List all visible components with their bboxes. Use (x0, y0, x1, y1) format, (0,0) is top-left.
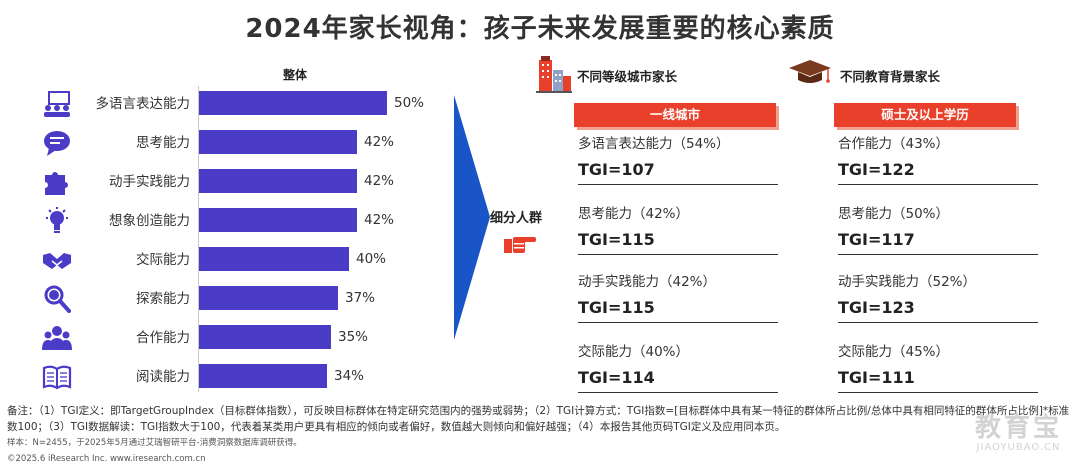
bar-row: 阅读能力 34% (0, 362, 440, 392)
tgi-item: 交际能力（45%） TGI=111 (838, 342, 1038, 393)
tgi-value: TGI=115 (578, 298, 655, 317)
bar-row: 合作能力 35% (0, 323, 440, 353)
value-label: 50% (394, 95, 425, 111)
handshake-icon (42, 245, 72, 275)
tgi-item-label: 思考能力（50%） (838, 206, 950, 222)
tgi-item-label: 交际能力（40%） (578, 344, 690, 360)
divider (578, 322, 778, 323)
divider (578, 254, 778, 255)
bar (199, 91, 387, 115)
edu-panel-heading: 不同教育背景家长 (840, 69, 941, 84)
tgi-item-label: 思考能力（42%） (578, 206, 690, 222)
tgi-item-label: 合作能力（43%） (838, 136, 950, 152)
city-tag: 一线城市 (574, 103, 776, 127)
tgi-item: 合作能力（43%） TGI=122 (838, 134, 1038, 185)
tgi-value: TGI=122 (838, 160, 915, 179)
sample-note: 样本：N=2455，于2025年5月通过艾瑞智研平台-消费洞察数据库调研获得。 (7, 438, 302, 448)
category-label: 合作能力 (136, 330, 190, 346)
divider (578, 184, 778, 185)
bar-row: 思考能力 42% (0, 128, 440, 158)
watermark-sub: JIAOYUBAO.CN (976, 442, 1061, 453)
watermark-main: 教育宝 (974, 413, 1062, 443)
bar-row: 想象创造能力 42% (0, 206, 440, 236)
chart-title: 整体 (283, 68, 308, 82)
copyright: ©2025.6 iResearch Inc. www.iresearch.com… (7, 454, 206, 464)
bar-row: 动手实践能力 42% (0, 167, 440, 197)
tgi-value: TGI=114 (578, 368, 655, 387)
graduation-cap-icon (789, 60, 831, 83)
page-title: 2024年家长视角：孩子未来发展重要的核心素质 (245, 14, 835, 44)
team-icon (42, 323, 72, 353)
category-label: 想象创造能力 (109, 213, 190, 229)
bar (199, 286, 338, 310)
speech-bubble-icon (42, 128, 72, 158)
tgi-item: 动手实践能力（52%） TGI=123 (838, 272, 1038, 323)
tgi-item: 动手实践能力（42%） TGI=115 (578, 272, 778, 323)
pointing-hand-icon (504, 237, 536, 253)
divider (838, 322, 1038, 323)
category-label: 思考能力 (136, 135, 190, 151)
bar-row: 交际能力 40% (0, 245, 440, 275)
bar (199, 247, 349, 271)
value-label: 37% (345, 290, 376, 306)
tgi-item-label: 动手实践能力（42%） (578, 274, 717, 290)
tgi-value: TGI=107 (578, 160, 655, 179)
segment-wedge (454, 95, 490, 340)
tgi-item-label: 交际能力（45%） (838, 344, 950, 360)
value-label: 42% (364, 173, 395, 189)
bar-row: 多语言表达能力 50% (0, 89, 440, 119)
value-label: 40% (356, 251, 387, 267)
tgi-item: 思考能力（42%） TGI=115 (578, 204, 778, 255)
bar (199, 325, 331, 349)
category-label: 多语言表达能力 (95, 96, 191, 112)
tgi-item: 思考能力（50%） TGI=117 (838, 204, 1038, 255)
bar (199, 169, 357, 193)
divider (838, 184, 1038, 185)
tgi-item-label: 动手实践能力（52%） (838, 274, 977, 290)
bar (199, 130, 357, 154)
bar (199, 364, 327, 388)
book-icon (42, 362, 72, 392)
tgi-value: TGI=111 (838, 368, 915, 387)
puzzle-icon (42, 167, 72, 197)
category-label: 探索能力 (136, 291, 190, 307)
edu-tag: 硕士及以上学历 (834, 103, 1016, 127)
tgi-item: 多语言表达能力（54%） TGI=107 (578, 134, 778, 185)
value-label: 42% (364, 212, 395, 228)
magnifier-icon (42, 284, 72, 314)
category-label: 动手实践能力 (109, 174, 190, 190)
divider (838, 392, 1038, 393)
tgi-item: 交际能力（40%） TGI=114 (578, 342, 778, 393)
value-label: 35% (338, 329, 369, 345)
tgi-value: TGI=115 (578, 230, 655, 249)
category-label: 阅读能力 (136, 369, 190, 385)
bar (199, 208, 357, 232)
tgi-item-label: 多语言表达能力（54%） (578, 136, 730, 152)
lightbulb-icon (42, 206, 72, 236)
category-label: 交际能力 (136, 252, 190, 268)
chart-axis (198, 86, 199, 392)
divider (838, 254, 1038, 255)
city-panel-heading: 不同等级城市家长 (577, 69, 678, 84)
value-label: 42% (364, 134, 395, 150)
tgi-value: TGI=123 (838, 298, 915, 317)
value-label: 34% (334, 368, 365, 384)
bar-row: 探索能力 37% (0, 284, 440, 314)
notes: 备注：（1）TGI定义：即TargetGroupIndex（目标群体指数），可反… (7, 405, 1070, 433)
watermark: 教育宝 JIAOYUBAO.CN (975, 414, 1062, 453)
city-buildings-icon (536, 56, 572, 93)
segment-label: 细分人群 (490, 211, 543, 226)
divider (578, 392, 778, 393)
tgi-value: TGI=117 (838, 230, 915, 249)
presentation-icon (42, 89, 72, 119)
